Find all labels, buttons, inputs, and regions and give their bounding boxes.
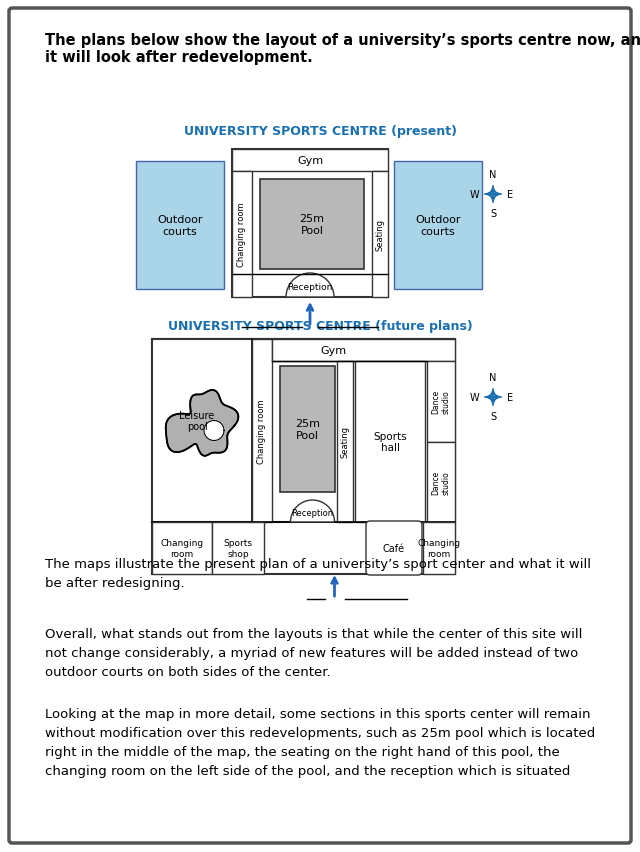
Bar: [136, 162, 224, 290]
Bar: [272, 340, 455, 361]
Wedge shape: [286, 273, 334, 297]
Polygon shape: [166, 390, 238, 457]
Text: S: S: [490, 209, 496, 219]
Bar: [260, 180, 364, 270]
Bar: [152, 522, 212, 574]
Text: Sports
shop: Sports shop: [223, 538, 253, 558]
Text: S: S: [490, 412, 496, 422]
Bar: [252, 340, 272, 522]
Text: UNIVERSITY SPORTS CENTRE (future plans): UNIVERSITY SPORTS CENTRE (future plans): [168, 320, 472, 332]
Wedge shape: [291, 500, 335, 522]
Text: Reception: Reception: [287, 283, 333, 292]
Text: Outdoor
courts: Outdoor courts: [157, 215, 203, 237]
Text: W: W: [469, 190, 479, 199]
Text: Looking at the map in more detail, some sections in this sports center will rema: Looking at the map in more detail, some …: [45, 707, 595, 777]
Bar: [337, 361, 353, 522]
Text: Dance
studio: Dance studio: [431, 389, 451, 414]
Text: Seating: Seating: [340, 426, 349, 458]
Bar: [232, 150, 388, 172]
Text: Changing
room: Changing room: [417, 538, 461, 558]
Bar: [394, 162, 482, 290]
Text: E: E: [507, 393, 513, 402]
Text: The plans below show the layout of a university’s sports centre now, and how
it : The plans below show the layout of a uni…: [45, 33, 640, 66]
Text: Gym: Gym: [297, 156, 323, 166]
Text: Reception: Reception: [291, 509, 333, 518]
Bar: [427, 442, 455, 522]
Bar: [355, 361, 425, 522]
Text: Dance
studio: Dance studio: [431, 470, 451, 494]
Text: Leisure
pool: Leisure pool: [179, 410, 214, 432]
FancyBboxPatch shape: [366, 521, 422, 575]
Bar: [152, 340, 455, 574]
Text: W: W: [469, 393, 479, 402]
Text: Changing room: Changing room: [237, 203, 246, 267]
Text: Seating: Seating: [376, 219, 385, 250]
Bar: [152, 340, 455, 522]
Bar: [423, 522, 455, 574]
Text: Overall, what stands out from the layouts is that while the center of this site : Overall, what stands out from the layout…: [45, 627, 582, 678]
Text: Café: Café: [383, 544, 405, 553]
Bar: [372, 172, 388, 297]
Bar: [427, 361, 455, 442]
Polygon shape: [204, 421, 224, 441]
Text: Gym: Gym: [321, 346, 347, 355]
Text: Sports
hall: Sports hall: [373, 431, 407, 452]
Text: E: E: [507, 190, 513, 199]
Text: Outdoor
courts: Outdoor courts: [415, 215, 461, 237]
Text: N: N: [490, 372, 497, 383]
Bar: [232, 150, 388, 297]
Bar: [212, 522, 264, 574]
Text: 25m
Pool: 25m Pool: [295, 418, 320, 440]
Text: UNIVERSITY SPORTS CENTRE (present): UNIVERSITY SPORTS CENTRE (present): [184, 125, 456, 138]
Text: Changing room: Changing room: [257, 399, 266, 463]
Text: 25m
Pool: 25m Pool: [300, 214, 324, 235]
Text: N: N: [490, 170, 497, 180]
Bar: [280, 366, 335, 492]
Bar: [232, 172, 252, 297]
Text: Changing
room: Changing room: [161, 538, 204, 558]
Text: The maps illustrate the present plan of a university’s sport center and what it : The maps illustrate the present plan of …: [45, 557, 591, 590]
FancyBboxPatch shape: [9, 9, 631, 843]
